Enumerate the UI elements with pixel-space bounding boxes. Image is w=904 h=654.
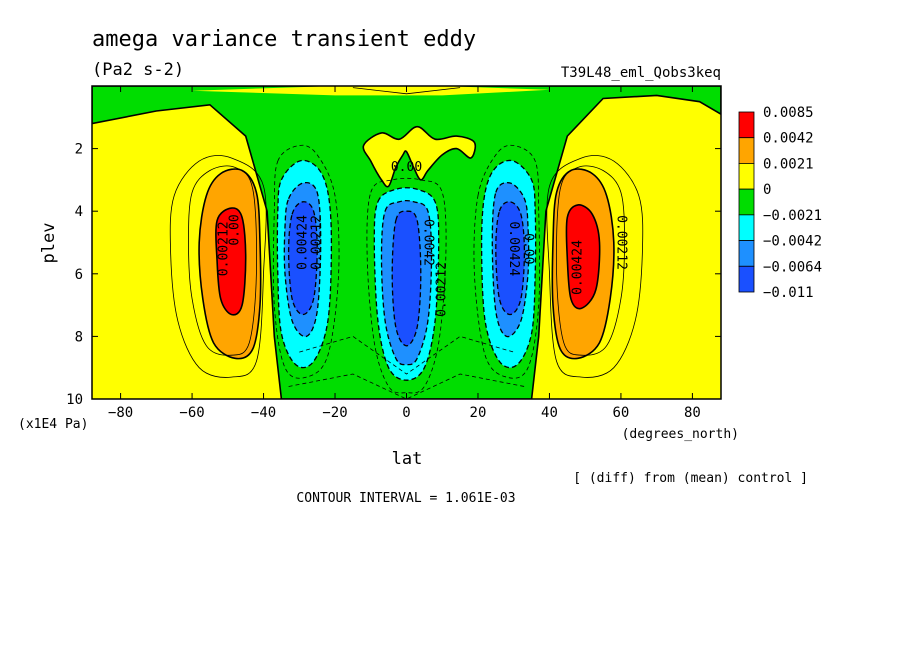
x-tick-label--80: −80 (108, 405, 133, 421)
region-top-strip (192, 86, 550, 96)
contour-label-6: 0.0042 (420, 219, 435, 266)
contour-label-2: 0.00 (228, 214, 243, 245)
contour-line-1 (169, 155, 267, 378)
legend-label-5: −0.0021 (763, 208, 822, 224)
contour-line-2 (546, 155, 644, 378)
y-tick-label-4: 4 (75, 204, 83, 220)
y-axis-unit: (x1E4 Pa) (18, 417, 88, 432)
x-axis-unit: (degrees_north) (622, 427, 739, 442)
contour-line-9 (288, 373, 525, 399)
y-tick-label-8: 8 (75, 329, 83, 345)
legend-label-3: 0.0021 (763, 156, 814, 172)
x-tick-label--20: −20 (322, 405, 347, 421)
y-tick-label-6: 6 (75, 267, 83, 283)
contour-label-10: 0.00424 (571, 240, 586, 295)
region-west-red (215, 207, 247, 316)
experiment-label: T39L48_eml_Qobs3keq (561, 65, 721, 81)
contour-label-5: 0.00 (391, 160, 422, 175)
legend-swatch-cyan (738, 214, 755, 241)
contour-line-7 (366, 177, 447, 394)
contour-label-11: 0.00212 (613, 215, 628, 270)
contour-label-4: 0.00212 (310, 215, 325, 270)
contour-line-6 (473, 144, 541, 379)
legend-swatch-blue (738, 265, 755, 293)
contour-line-10 (352, 87, 461, 95)
legend-swatch-green (738, 188, 755, 216)
diff-note: [ (diff) from (mean) control ] (573, 471, 808, 486)
x-tick-label-20: 20 (470, 405, 487, 421)
region-top-center-yellow (362, 125, 477, 188)
contour-line-5 (272, 144, 340, 379)
y-axis-label: plev (39, 223, 59, 264)
x-tick-label-80: 80 (684, 405, 701, 421)
legend-label-6: −0.0042 (763, 234, 822, 250)
legend-swatch-red (738, 111, 755, 139)
contour-label-3: 0.00424 (295, 215, 310, 270)
legend-swatch-yellow (738, 163, 755, 190)
x-tick-label-60: 60 (613, 405, 630, 421)
x-tick-label--60: −60 (179, 405, 204, 421)
legend-label-4: 0 (763, 182, 771, 198)
x-tick-label-40: 40 (541, 405, 558, 421)
legend-label-1: 0.0085 (763, 105, 814, 121)
chart-units: (Pa2 s-2) (92, 60, 184, 80)
contour-line-3 (188, 165, 258, 356)
contour-interval: CONTOUR INTERVAL = 1.061E-03 (296, 491, 515, 506)
contour-label-1: 0.00212 (217, 221, 232, 276)
contour-line-8 (299, 335, 514, 375)
legend-label-2: 0.0042 (763, 131, 814, 147)
contour-line-4 (555, 165, 625, 356)
legend-label-7: −0.0064 (763, 259, 822, 275)
legend-swatch-orange (738, 137, 755, 164)
colorbar-legend: 0.0085 0.0042 0.0021 0 −0.0021 −0.0042 −0.0064… (738, 105, 822, 301)
y-tick-label-10: 10 (66, 392, 83, 408)
x-axis-label: lat (392, 449, 423, 469)
x-tick-label-0: 0 (402, 405, 410, 421)
contour-label-9: 0.00 (521, 233, 536, 264)
region-blue-east (495, 201, 526, 316)
region-blue-west (287, 201, 318, 316)
axes: −80 −60 −40 −20 0 20 40 60 80 2 4 6 8 10 (66, 86, 721, 421)
region-blue-center (391, 210, 422, 347)
x-tick-label--40: −40 (251, 405, 276, 421)
contour-label-7: 0.00212 (435, 262, 450, 317)
y-tick-label-2: 2 (75, 142, 83, 158)
chart-title: amega variance transient eddy (92, 27, 476, 52)
contour-label-8: 0.00424 (506, 221, 521, 276)
legend-label-8: −0.011 (763, 285, 814, 301)
legend-swatch-lightblue (738, 240, 755, 267)
region-east-red (565, 204, 601, 310)
